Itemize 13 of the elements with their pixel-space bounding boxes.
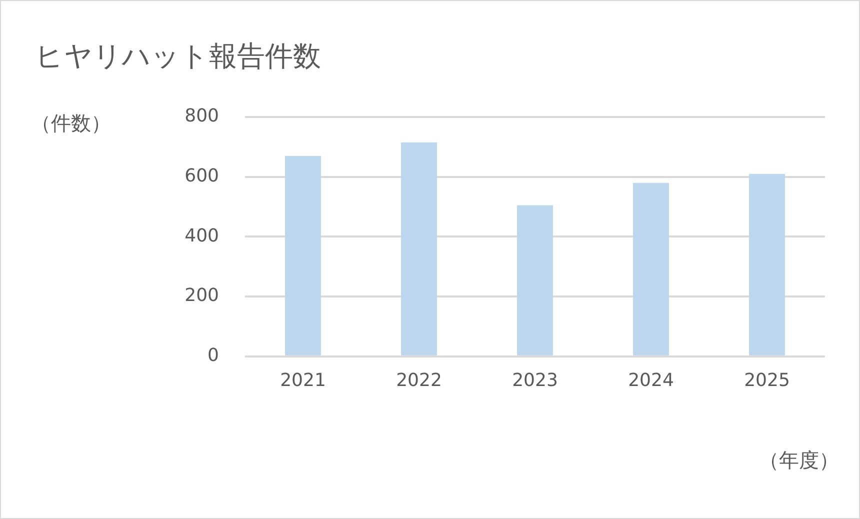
y-tick-label: 600: [184, 166, 219, 187]
y-axis-title: （件数）: [31, 111, 111, 136]
x-tick-label: 2025: [744, 370, 790, 391]
y-tick-label: 0: [208, 345, 219, 366]
y-tick-label: 400: [184, 225, 219, 246]
chart-title: ヒヤリハット報告件数: [35, 39, 321, 72]
x-tick-label: 2022: [396, 370, 442, 391]
y-tick-label: 800: [184, 106, 219, 127]
x-tick-label: 2024: [628, 370, 674, 391]
x-tick-label: 2023: [512, 370, 558, 391]
y-tick-label: 200: [184, 285, 219, 306]
x-tick-label: 2021: [280, 370, 326, 391]
x-axis-title: （年度）: [759, 448, 839, 472]
